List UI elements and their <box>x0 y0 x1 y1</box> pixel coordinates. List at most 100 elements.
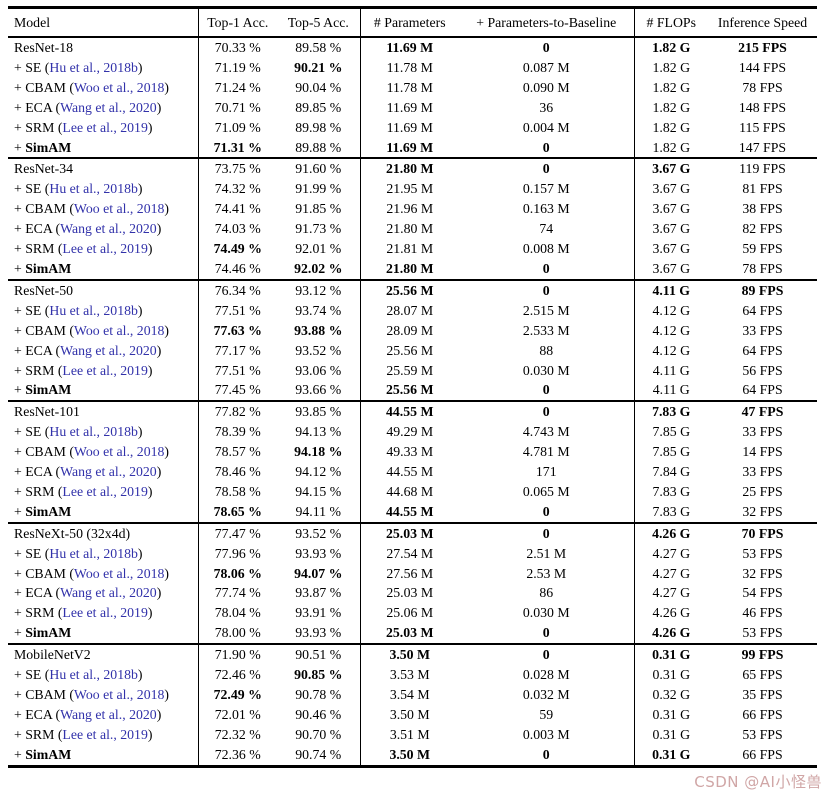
params-cell: 21.81 M <box>386 241 434 257</box>
top5-cell: 93.85 % <box>277 401 361 423</box>
params-to-baseline-cell: 2.533 M <box>459 320 635 341</box>
column-header-flops: # FLOPs <box>646 15 696 30</box>
flops-cell: 1.82 G <box>652 79 691 95</box>
params-cell: 27.56 M <box>386 565 434 581</box>
speed-cell: 33 FPS <box>742 424 783 440</box>
flops-cell: 1.82 G <box>652 139 691 155</box>
params-to-baseline-cell: 2.515 M <box>459 300 635 321</box>
top1-cell: 77.47 % <box>214 525 261 541</box>
citation-link[interactable]: Lee et al., 2019 <box>62 362 148 378</box>
params-to-baseline-cell: 0 <box>459 401 635 423</box>
top5-cell: 93.66 % <box>277 380 361 402</box>
params-cell: 21.95 M <box>386 181 434 197</box>
table-row: + SE (Hu et al., 2018b) 77.96 % 93.93 % 27.… <box>8 543 817 564</box>
citation-link[interactable]: Woo et al., 2018 <box>73 201 165 217</box>
flops-cell: 4.27 G <box>652 585 691 601</box>
params-cell: 11.69 M <box>386 40 434 55</box>
params-to-baseline-cell: 0 <box>459 623 635 645</box>
column-header-top5-acc: Top-5 Acc. <box>277 7 361 37</box>
citation-link[interactable]: Woo et al., 2018 <box>73 565 165 581</box>
citation-link[interactable]: Lee et al., 2019 <box>62 241 148 257</box>
citation-link[interactable]: Lee et al., 2019 <box>62 483 148 499</box>
params-cell: 25.59 M <box>386 362 434 378</box>
citation-link[interactable]: Woo et al., 2018 <box>73 687 165 702</box>
citation-link[interactable]: Wang et al., 2020 <box>60 221 157 237</box>
top5-cell: 92.02 % <box>277 258 361 280</box>
top5-cell: 94.12 % <box>277 462 361 482</box>
speed-cell: 35 FPS <box>742 687 783 702</box>
speed-cell: 99 FPS <box>741 647 784 663</box>
speed-cell: 70 FPS <box>741 525 784 541</box>
params-to-baseline-cell: 2.53 M <box>459 563 635 584</box>
citation-link[interactable]: Hu et al., 2018b <box>49 59 138 75</box>
table-row: + SimAM 72.36 % 90.74 % 3.50 M 0 0.31 G 66 FPS <box>8 744 817 767</box>
citation-link[interactable]: Lee et al., 2019 <box>62 605 148 621</box>
model-group: ResNet-101 77.82 % 93.85 % 44.55 M 0 7.83 G 47… <box>8 401 817 523</box>
params-to-baseline-cell: 2.51 M <box>459 543 635 564</box>
params-cell: 25.56 M <box>385 382 434 398</box>
table-row: + SE (Hu et al., 2018b) 71.19 % 90.21 % 11.… <box>8 57 817 78</box>
table-row: + SimAM 78.65 % 94.11 % 44.55 M 0 7.83 G 32 FP… <box>8 501 817 523</box>
top1-cell: 76.34 % <box>214 282 261 298</box>
model-cell: MobileNetV2 <box>8 644 199 666</box>
model-group: ResNeXt-50 (32x4d) 77.47 % 93.52 % 25.03 M 0… <box>8 522 817 645</box>
params-cell: 21.80 M <box>386 221 434 237</box>
params-to-baseline-cell: 0.065 M <box>459 481 635 502</box>
citation-link[interactable]: Wang et al., 2020 <box>60 464 157 480</box>
top5-cell: 91.99 % <box>277 179 361 200</box>
speed-cell: 33 FPS <box>742 464 783 480</box>
params-cell: 11.69 M <box>386 119 433 135</box>
params-cell: 11.69 M <box>386 139 434 155</box>
citation-link[interactable]: Wang et al., 2020 <box>60 706 157 722</box>
params-cell: 3.51 M <box>389 726 430 742</box>
speed-cell: 53 FPS <box>742 726 783 742</box>
top5-cell: 93.93 % <box>277 543 361 564</box>
top1-cell: 77.51 % <box>214 302 261 318</box>
citation-link[interactable]: Woo et al., 2018 <box>73 79 165 95</box>
citation-link[interactable]: Hu et al., 2018b <box>49 545 138 561</box>
top5-cell: 90.46 % <box>277 704 361 725</box>
citation-link[interactable]: Hu et al., 2018b <box>49 302 138 318</box>
citation-link[interactable]: Lee et al., 2019 <box>62 726 148 742</box>
flops-cell: 1.82 G <box>652 99 691 115</box>
citation-link[interactable]: Wang et al., 2020 <box>60 342 157 358</box>
speed-cell: 66 FPS <box>742 706 783 722</box>
top1-cell: 70.71 % <box>214 99 261 115</box>
params-cell: 27.54 M <box>386 545 434 561</box>
top1-cell: 71.31 % <box>213 139 262 155</box>
flops-cell: 3.67 G <box>652 221 691 237</box>
flops-cell: 7.83 G <box>652 483 691 499</box>
flops-cell: 7.83 G <box>652 404 691 420</box>
top5-cell: 93.52 % <box>277 340 361 361</box>
params-to-baseline-cell: 0.004 M <box>459 117 635 138</box>
top1-cell: 74.03 % <box>214 221 261 237</box>
params-to-baseline-cell: 0 <box>459 744 635 767</box>
table-row: + CBAM (Woo et al., 2018) 71.24 % 90.04 % 1… <box>8 77 817 98</box>
top5-cell: 90.78 % <box>277 685 361 705</box>
top5-cell: 91.85 % <box>277 199 361 220</box>
params-cell: 44.68 M <box>386 483 434 499</box>
top1-cell: 78.39 % <box>214 424 261 440</box>
citation-link[interactable]: Lee et al., 2019 <box>62 119 148 135</box>
params-to-baseline-cell: 0.030 M <box>459 360 635 381</box>
table-row: ResNet-50 76.34 % 93.12 % 25.56 M 0 4.11 G 89 … <box>8 279 817 301</box>
speed-cell: 66 FPS <box>742 746 783 762</box>
watermark: CSDN @AI小怪兽 <box>694 773 822 791</box>
model-cell: + SimAM <box>8 501 199 523</box>
top5-cell: 89.88 % <box>277 137 361 159</box>
citation-link[interactable]: Hu et al., 2018b <box>49 667 138 683</box>
table-row: + CBAM (Woo et al., 2018) 78.06 % 94.07 % 2… <box>8 563 817 584</box>
citation-link[interactable]: Hu et al., 2018b <box>49 181 138 197</box>
citation-link[interactable]: Woo et al., 2018 <box>73 322 165 338</box>
table-row: + ECA (Wang et al., 2020) 70.71 % 89.85 % 1… <box>8 97 817 118</box>
params-cell: 21.80 M <box>385 260 434 276</box>
citation-link[interactable]: Hu et al., 2018b <box>49 424 138 440</box>
citation-link[interactable]: Wang et al., 2020 <box>60 585 157 601</box>
model-cell: + SE (Hu et al., 2018b) <box>8 300 199 321</box>
table-row: + SimAM 78.00 % 93.93 % 25.03 M 0 4.26 G 53 FP… <box>8 623 817 645</box>
flops-cell: 4.26 G <box>652 625 691 641</box>
citation-link[interactable]: Woo et al., 2018 <box>73 444 165 460</box>
speed-cell: 53 FPS <box>742 625 783 641</box>
citation-link[interactable]: Wang et al., 2020 <box>60 99 157 115</box>
speed-cell: 215 FPS <box>738 40 787 55</box>
